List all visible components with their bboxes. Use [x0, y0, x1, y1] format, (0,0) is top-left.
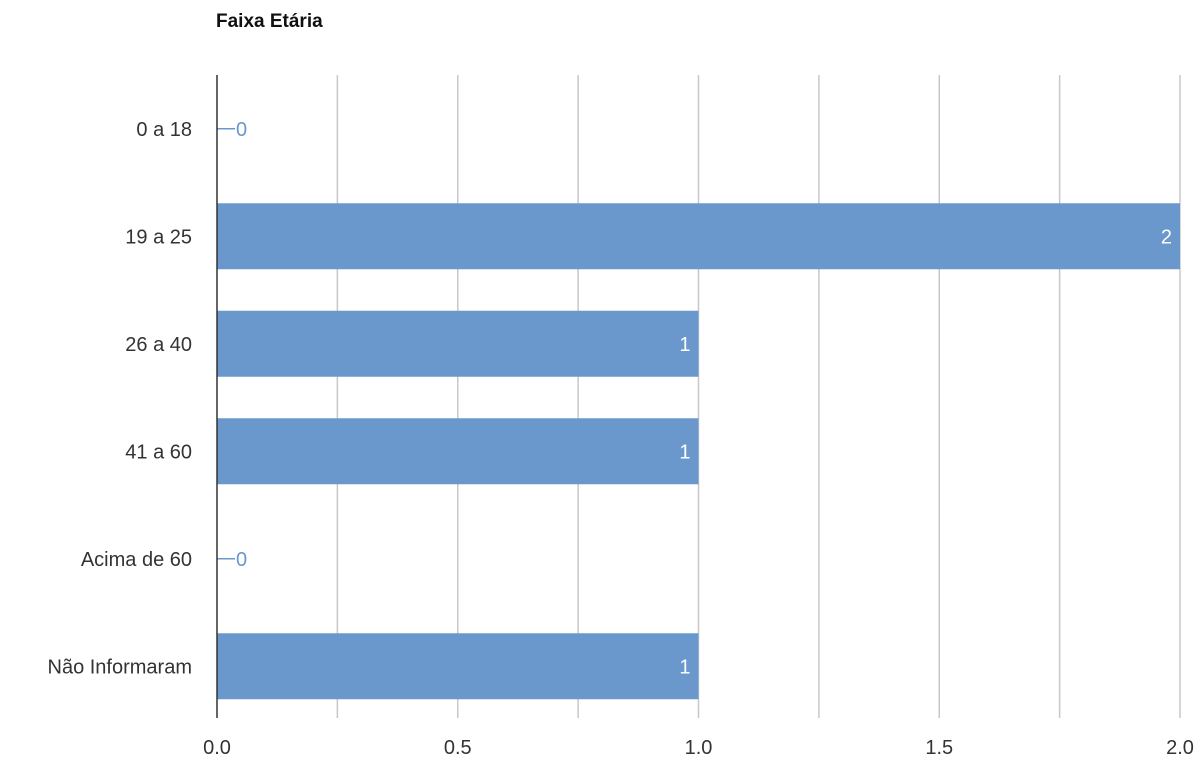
category-label: 41 a 60	[125, 441, 192, 463]
data-label: 2	[1161, 226, 1172, 248]
bar[interactable]	[217, 418, 699, 485]
data-label: 1	[679, 656, 690, 678]
bars	[217, 128, 1180, 700]
data-label: 0	[236, 549, 247, 571]
category-label: Acima de 60	[81, 549, 192, 571]
category-label: Não Informaram	[48, 656, 193, 678]
category-label: 19 a 25	[125, 226, 192, 248]
labels: 0.0 0.5 1.0 1.5 2.0 0 a 18 0 19 a 25 2 26 a 40 1 41…	[48, 119, 1194, 759]
x-tick-label: 1.5	[925, 737, 953, 759]
gridlines	[336, 75, 1181, 718]
bar[interactable]	[217, 310, 699, 377]
bar[interactable]	[217, 633, 699, 700]
category-label: 26 a 40	[125, 334, 192, 356]
x-tick-label: 0.0	[203, 737, 231, 759]
category-label: 0 a 18	[136, 119, 192, 141]
x-tick-label: 1.0	[685, 737, 713, 759]
data-label: 0	[236, 119, 247, 141]
data-label: 1	[679, 334, 690, 356]
bar[interactable]	[217, 203, 1180, 270]
x-tick-label: 0.5	[444, 737, 472, 759]
x-tick-label: 2.0	[1166, 737, 1194, 759]
data-label: 1	[679, 441, 690, 463]
chart-title: Faixa Etária	[216, 11, 323, 32]
